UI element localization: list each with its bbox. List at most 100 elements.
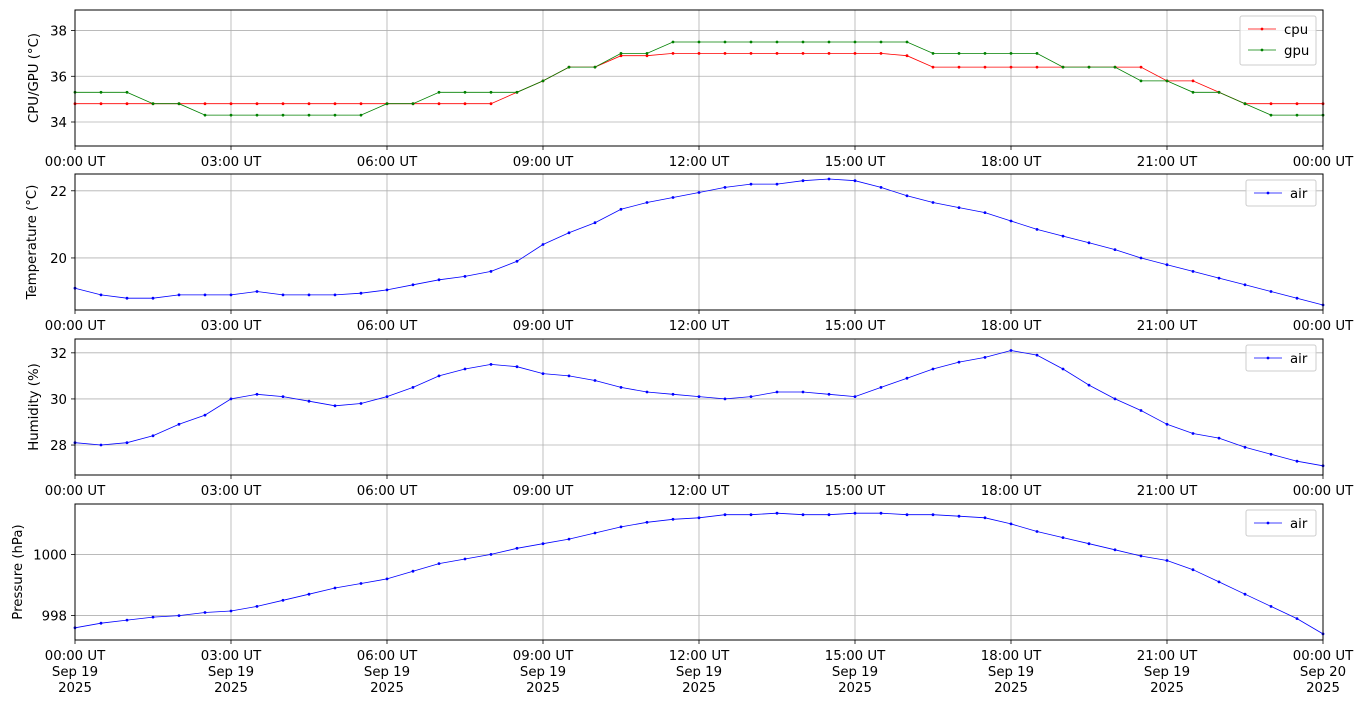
data-point-cpu: [255, 102, 259, 106]
data-point-air: [203, 611, 207, 614]
data-point-air: [1035, 228, 1039, 231]
y-tick-label: 22: [50, 185, 67, 200]
x-tick-label-line: 09:00 UT: [513, 319, 574, 334]
data-point-gpu: [437, 90, 441, 94]
x-tick-label: 21:00 UT: [1137, 319, 1198, 334]
data-point-gpu: [697, 40, 701, 44]
data-point-air: [359, 402, 363, 405]
data-point-cpu: [333, 102, 337, 106]
data-point-air: [463, 275, 467, 278]
x-tick-label-line: 2025: [1150, 681, 1184, 696]
data-point-air: [775, 390, 779, 394]
data-point-air: [775, 182, 779, 186]
x-tick-label-line: 21:00 UT: [1137, 319, 1198, 334]
data-point-air: [1217, 436, 1221, 440]
x-tick-label: 18:00 UT: [981, 484, 1042, 499]
data-point-cpu: [671, 52, 675, 55]
data-point-air: [645, 520, 649, 524]
x-tick-label: 21:00 UT: [1137, 155, 1198, 170]
data-point-gpu: [281, 113, 285, 117]
y-tick-label: 32: [50, 347, 67, 362]
x-tick-label-line: Sep 19: [208, 665, 254, 680]
x-tick-label-line: 09:00 UT: [513, 649, 574, 664]
data-point-air: [151, 434, 155, 438]
x-tick-label: 03:00 UT: [201, 319, 262, 334]
plot-frame: [74, 9, 1324, 147]
data-point-air: [645, 390, 649, 394]
data-point-air: [333, 404, 337, 408]
data-point-gpu: [1217, 90, 1221, 94]
data-point-air: [489, 553, 493, 556]
data-point-air: [1061, 367, 1065, 371]
x-tick-label-line: 2025: [214, 681, 248, 696]
x-tick-label: 09:00 UT Sep 19 2025: [513, 649, 574, 696]
data-point-gpu: [619, 52, 623, 55]
data-point-air: [697, 191, 701, 194]
legend-swatch-marker: [1260, 27, 1264, 31]
data-point-air: [723, 186, 727, 189]
data-point-air: [983, 356, 987, 359]
data-point-cpu: [1009, 65, 1013, 69]
x-tick-label-line: 2025: [370, 681, 404, 696]
x-tick-label-line: 2025: [1306, 681, 1340, 696]
x-tick-label-line: 06:00 UT: [357, 484, 418, 499]
data-point-air: [853, 179, 857, 183]
data-point-gpu: [567, 65, 571, 69]
x-tick-label: 03:00 UT: [201, 155, 262, 170]
data-point-air: [489, 363, 493, 366]
data-point-gpu: [411, 102, 415, 106]
data-point-air: [541, 243, 545, 246]
data-point-air: [853, 511, 857, 515]
x-tick-label: 00:00 UT: [45, 319, 106, 334]
data-point-gpu: [489, 90, 493, 94]
x-tick-label: 03:00 UT: [201, 484, 262, 499]
data-point-air: [879, 386, 883, 389]
x-tick-label: 09:00 UT: [513, 484, 574, 499]
plot-frame: [74, 503, 1324, 641]
x-tick-label-line: 15:00 UT: [825, 155, 886, 170]
data-point-air: [1087, 383, 1091, 387]
data-point-air: [437, 278, 441, 282]
x-tick-label: 03:00 UT Sep 19 2025: [201, 649, 262, 696]
data-point-air: [723, 513, 727, 517]
data-point-air: [541, 542, 545, 546]
data-point-air: [1113, 548, 1117, 552]
data-point-air: [1035, 353, 1039, 357]
data-point-air: [125, 618, 129, 622]
data-point-gpu: [1087, 65, 1091, 69]
x-tick-label: 00:00 UT: [45, 484, 106, 499]
x-tick-label: 06:00 UT: [357, 319, 418, 334]
x-tick-label: 18:00 UT Sep 19 2025: [981, 649, 1042, 696]
y-tick-label: 28: [50, 439, 67, 454]
data-point-air: [515, 546, 519, 550]
data-point-gpu: [541, 79, 545, 83]
x-tick-label: 00:00 UT: [45, 155, 106, 170]
x-tick-label: 00:00 UT: [1293, 155, 1354, 170]
x-tick-label-line: 00:00 UT: [45, 484, 106, 499]
x-tick-label-line: 12:00 UT: [669, 155, 730, 170]
data-point-gpu: [957, 52, 961, 55]
x-tick-label-line: 03:00 UT: [201, 649, 262, 664]
x-tick-label-line: 06:00 UT: [357, 155, 418, 170]
data-point-cpu: [203, 102, 207, 106]
x-tick-label-line: Sep 19: [364, 665, 410, 680]
data-point-gpu: [1113, 65, 1117, 69]
data-point-gpu: [1165, 79, 1169, 83]
x-tick-label-line: 00:00 UT: [1293, 484, 1354, 499]
data-point-air: [619, 386, 623, 389]
data-point-air: [879, 186, 883, 189]
data-point-gpu: [905, 40, 909, 44]
data-point-air: [255, 605, 259, 608]
data-point-air: [1165, 559, 1169, 562]
x-tick-label-line: Sep 19: [832, 665, 878, 680]
data-point-air: [151, 296, 155, 300]
data-point-cpu: [1035, 65, 1039, 69]
data-point-air: [827, 177, 831, 181]
x-tick-label: 15:00 UT: [825, 155, 886, 170]
data-point-air: [1243, 283, 1247, 287]
data-point-air: [255, 392, 259, 396]
data-point-air: [749, 182, 753, 186]
y-tick-label: 36: [50, 70, 67, 85]
data-point-air: [359, 291, 363, 295]
